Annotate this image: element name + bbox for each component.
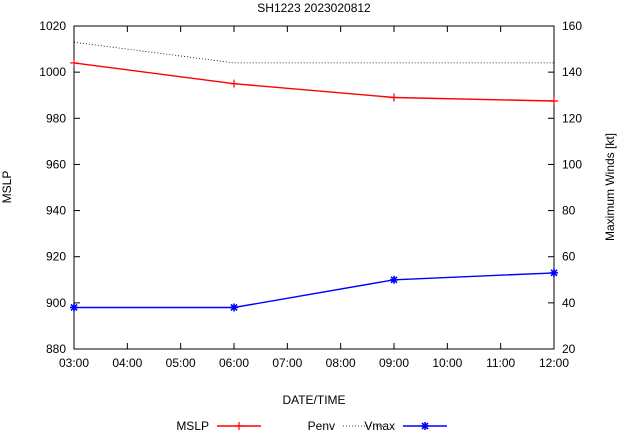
legend-label-penv: Penv	[308, 419, 335, 432]
x-tick-label: 08:00	[326, 356, 356, 370]
legend-label-vmax: Vmax	[364, 419, 395, 432]
y2-axis-label: Maximum Winds [kt]	[603, 133, 617, 241]
x-tick-labels: 03:00 04:00 05:00 06:00 07:00 08:00 09:00 10:00…	[59, 356, 569, 370]
vmax-line	[74, 272, 555, 309]
x-tick-label: 06:00	[219, 356, 249, 370]
y-tick-label: 1020	[39, 19, 66, 33]
y2-tick-label: 160	[562, 19, 582, 33]
legend-marker-vmax	[421, 422, 429, 430]
y-tick-label: 880	[46, 342, 66, 356]
x-tick-label: 04:00	[112, 356, 142, 370]
y-axis-label: MSLP	[0, 171, 14, 204]
x-tick-label: 03:00	[59, 356, 89, 370]
mslp-line	[73, 62, 555, 102]
mslp-point	[550, 96, 558, 105]
x-tick-label: 12:00	[539, 356, 569, 370]
legend-label-mslp: MSLP	[176, 419, 209, 432]
legend: MSLP Penv Vmax	[176, 419, 447, 432]
y2-tick-label: 120	[562, 111, 582, 125]
y-tick-label: 920	[46, 250, 66, 264]
x-tick-label: 07:00	[272, 356, 302, 370]
y2-tick-label: 80	[562, 204, 576, 218]
mslp-point	[70, 58, 78, 67]
tick-marks	[73, 25, 555, 350]
y-tick-label: 980	[46, 111, 66, 125]
vmax-point	[390, 275, 398, 284]
y2-tick-label: 20	[562, 342, 576, 356]
x-axis-label: DATE/TIME	[282, 393, 345, 407]
y-tick-labels: 880 900 920 940 960 980 1000 1020	[39, 19, 66, 356]
y2-tick-label: 40	[562, 296, 576, 310]
vmax-point	[70, 303, 78, 312]
vmax-point	[550, 268, 558, 277]
y2-tick-labels: 20 40 60 80 100 120 140 160	[562, 19, 582, 356]
y2-tick-label: 60	[562, 250, 576, 264]
x-tick-label: 09:00	[379, 356, 409, 370]
legend-marker-mslp	[235, 422, 243, 430]
y-tick-label: 1000	[39, 65, 66, 79]
mslp-point	[230, 79, 238, 88]
y-tick-label: 940	[46, 204, 66, 218]
plot-frame	[73, 25, 555, 350]
vmax-point	[230, 303, 238, 312]
x-tick-label: 05:00	[166, 356, 196, 370]
x-tick-label: 10:00	[432, 356, 462, 370]
y-tick-label: 900	[46, 296, 66, 310]
y2-tick-label: 100	[562, 157, 582, 171]
penv-line	[73, 41, 554, 64]
x-tick-label: 11:00	[486, 356, 515, 370]
y-tick-label: 960	[46, 157, 66, 171]
mslp-point	[390, 93, 398, 102]
y2-tick-label: 140	[562, 65, 582, 79]
chart-title: SH1223 2023020812	[257, 1, 371, 15]
data-series	[70, 41, 558, 312]
